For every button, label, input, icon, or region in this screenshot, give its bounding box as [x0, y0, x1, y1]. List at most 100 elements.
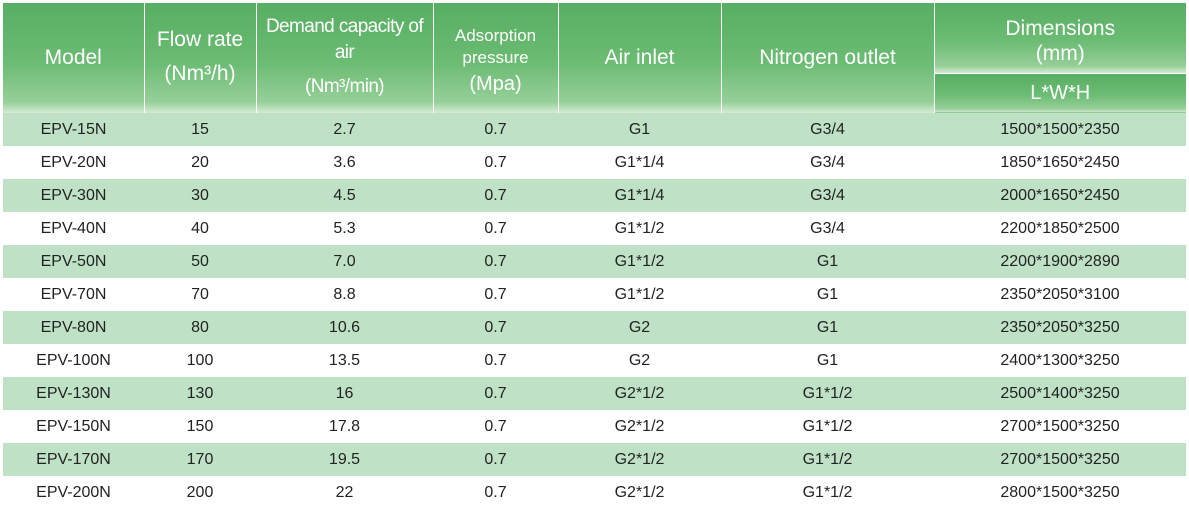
cell-model: EPV-40N: [3, 212, 144, 245]
cell-adsorption-pressure: 0.7: [433, 311, 558, 344]
cell-flow-rate: 150: [144, 410, 256, 443]
cell-dimensions: 2200*1850*2500: [934, 212, 1186, 245]
table-row: EPV-80N 80 10.6 0.7 G2 G1 2350*2050*3250: [3, 311, 1186, 344]
table-row: EPV-170N 170 19.5 0.7 G2*1/2 G1*1/2 2700*1500*…: [3, 443, 1186, 476]
cell-model: EPV-80N: [3, 311, 144, 344]
cell-adsorption-pressure: 0.7: [433, 245, 558, 278]
cell-air-inlet: G2: [558, 311, 721, 344]
cell-air-inlet: G2: [558, 344, 721, 377]
table-header: Model Flow rate (Nm³/h) Demand capacity …: [3, 3, 1186, 113]
cell-demand-capacity: 8.8: [256, 278, 433, 311]
cell-air-inlet: G1*1/4: [558, 146, 721, 179]
cell-demand-capacity: 16: [256, 377, 433, 410]
cell-air-inlet: G2*1/2: [558, 377, 721, 410]
cell-adsorption-pressure: 0.7: [433, 212, 558, 245]
cell-model: EPV-50N: [3, 245, 144, 278]
cell-flow-rate: 80: [144, 311, 256, 344]
table-row: EPV-15N 15 2.7 0.7 G1 G3/4 1500*1500*2350: [3, 113, 1186, 146]
cell-flow-rate: 20: [144, 146, 256, 179]
cell-nitrogen-outlet: G3/4: [721, 113, 934, 146]
cell-flow-rate: 70: [144, 278, 256, 311]
cell-air-inlet: G1*1/2: [558, 278, 721, 311]
cell-adsorption-pressure: 0.7: [433, 344, 558, 377]
cell-dimensions: 2200*1900*2890: [934, 245, 1186, 278]
cell-demand-capacity: 2.7: [256, 113, 433, 146]
cell-dimensions: 2700*1500*3250: [934, 443, 1186, 476]
cell-nitrogen-outlet: G3/4: [721, 212, 934, 245]
cell-nitrogen-outlet: G3/4: [721, 146, 934, 179]
cell-model: EPV-150N: [3, 410, 144, 443]
header-dimensions-label: Dimensions: [1005, 16, 1116, 40]
cell-flow-rate: 15: [144, 113, 256, 146]
cell-air-inlet: G1: [558, 113, 721, 146]
header-adsorption-pressure: Adsorption pressure (Mpa): [433, 3, 559, 113]
header-nitrogen-outlet-label: Nitrogen outlet: [759, 46, 896, 69]
cell-demand-capacity: 3.6: [256, 146, 433, 179]
cell-flow-rate: 30: [144, 179, 256, 212]
table-row: EPV-100N 100 13.5 0.7 G2 G1 2400*1300*3250: [3, 344, 1186, 377]
cell-demand-capacity: 4.5: [256, 179, 433, 212]
cell-flow-rate: 50: [144, 245, 256, 278]
header-adsorption-label-2: pressure: [462, 48, 529, 67]
cell-adsorption-pressure: 0.7: [433, 410, 558, 443]
cell-nitrogen-outlet: G1: [721, 245, 934, 278]
cell-flow-rate: 200: [144, 476, 256, 509]
table-row: EPV-70N 70 8.8 0.7 G1*1/2 G1 2350*2050*3100: [3, 278, 1186, 311]
cell-model: EPV-170N: [3, 443, 144, 476]
table-row: EPV-30N 30 4.5 0.7 G1*1/4 G3/4 2000*1650*2450: [3, 179, 1186, 212]
header-flow-rate-unit: (Nm³/h): [164, 62, 236, 85]
cell-dimensions: 2500*1400*3250: [934, 377, 1186, 410]
cell-dimensions: 1850*1650*2450: [934, 146, 1186, 179]
cell-model: EPV-20N: [3, 146, 144, 179]
cell-nitrogen-outlet: G1: [721, 311, 934, 344]
cell-model: EPV-100N: [3, 344, 144, 377]
cell-dimensions: 2700*1500*3250: [934, 410, 1186, 443]
cell-air-inlet: G2*1/2: [558, 410, 721, 443]
header-dimensions-lwh: L*W*H: [934, 73, 1186, 113]
cell-nitrogen-outlet: G1*1/2: [721, 410, 934, 443]
cell-adsorption-pressure: 0.7: [433, 476, 558, 509]
cell-adsorption-pressure: 0.7: [433, 443, 558, 476]
table-row: EPV-130N 130 16 0.7 G2*1/2 G1*1/2 2500*1400*32…: [3, 377, 1186, 410]
cell-nitrogen-outlet: G1*1/2: [721, 443, 934, 476]
cell-model: EPV-70N: [3, 278, 144, 311]
cell-dimensions: 2000*1650*2450: [934, 179, 1186, 212]
header-air-inlet-label: Air inlet: [604, 46, 675, 69]
table-row: EPV-150N 150 17.8 0.7 G2*1/2 G1*1/2 2700*1500*…: [3, 410, 1186, 443]
table-row: EPV-50N 50 7.0 0.7 G1*1/2 G1 2200*1900*2890: [3, 245, 1186, 278]
cell-flow-rate: 130: [144, 377, 256, 410]
cell-air-inlet: G2*1/2: [558, 443, 721, 476]
cell-adsorption-pressure: 0.7: [433, 179, 558, 212]
cell-demand-capacity: 13.5: [256, 344, 433, 377]
header-air-inlet: Air inlet: [558, 3, 722, 113]
cell-nitrogen-outlet: G3/4: [721, 179, 934, 212]
header-model-label: Model: [44, 46, 102, 69]
cell-air-inlet: G1*1/2: [558, 245, 721, 278]
header-adsorption-label-1: Adsorption: [454, 26, 537, 45]
cell-model: EPV-130N: [3, 377, 144, 410]
cell-nitrogen-outlet: G1: [721, 278, 934, 311]
header-adsorption-unit: (Mpa): [469, 73, 522, 95]
cell-demand-capacity: 19.5: [256, 443, 433, 476]
cell-dimensions: 2800*1500*3250: [934, 476, 1186, 509]
cell-demand-capacity: 10.6: [256, 311, 433, 344]
header-flow-rate-label: Flow rate: [156, 28, 244, 51]
cell-dimensions: 1500*1500*2350: [934, 113, 1186, 146]
cell-model: EPV-15N: [3, 113, 144, 146]
cell-demand-capacity: 7.0: [256, 245, 433, 278]
cell-dimensions: 2350*2050*3100: [934, 278, 1186, 311]
header-dimensions-unit: (mm): [1035, 41, 1085, 65]
spec-table: Model Flow rate (Nm³/h) Demand capacity …: [3, 3, 1186, 509]
table-row: EPV-20N 20 3.6 0.7 G1*1/4 G3/4 1850*1650*2450: [3, 146, 1186, 179]
table-row: EPV-40N 40 5.3 0.7 G1*1/2 G3/4 2200*1850*2500: [3, 212, 1186, 245]
cell-adsorption-pressure: 0.7: [433, 113, 558, 146]
cell-air-inlet: G2*1/2: [558, 476, 721, 509]
header-nitrogen-outlet: Nitrogen outlet: [721, 3, 935, 113]
cell-nitrogen-outlet: G1*1/2: [721, 377, 934, 410]
table-body: EPV-15N 15 2.7 0.7 G1 G3/4 1500*1500*2350 EPV-2…: [3, 113, 1186, 509]
cell-demand-capacity: 22: [256, 476, 433, 509]
cell-dimensions: 2350*2050*3250: [934, 311, 1186, 344]
cell-nitrogen-outlet: G1*1/2: [721, 476, 934, 509]
cell-adsorption-pressure: 0.7: [433, 278, 558, 311]
cell-flow-rate: 40: [144, 212, 256, 245]
